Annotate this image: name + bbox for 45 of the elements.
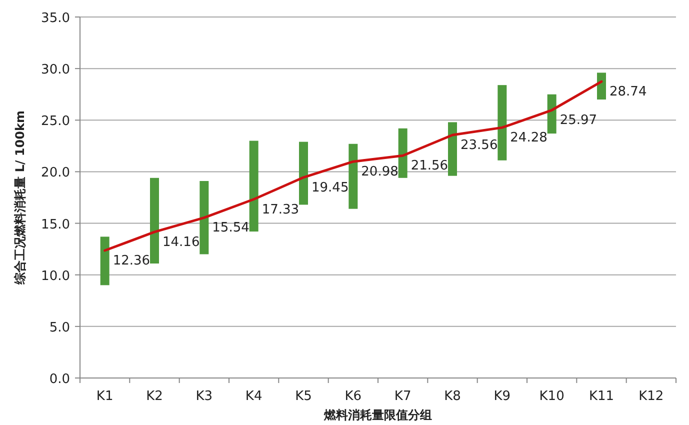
- data-label: 19.45: [312, 180, 349, 196]
- data-label: 21.56: [410, 158, 448, 174]
- x-tick-label: K10: [539, 389, 564, 404]
- y-tick-label: 0.0: [49, 372, 70, 387]
- y-tick-label: 15.0: [41, 217, 70, 232]
- bar: [498, 85, 507, 160]
- bar: [597, 72, 606, 100]
- x-tick-label: K8: [444, 389, 461, 404]
- y-tick-label: 20.0: [41, 166, 70, 181]
- y-tick-label: 35.0: [41, 11, 70, 26]
- bar: [249, 140, 258, 232]
- bar: [398, 128, 408, 178]
- x-tick-label: K7: [394, 389, 412, 404]
- data-label: 15.54: [212, 220, 250, 236]
- data-label: 25.97: [560, 113, 598, 128]
- data-label: 24.28: [510, 130, 548, 146]
- x-tick-label: K11: [588, 389, 614, 404]
- x-tick-label: K9: [494, 389, 511, 404]
- y-axis-title: 综合工况燃料消耗量 L/ 100km: [13, 110, 27, 286]
- bar: [348, 144, 358, 209]
- x-tick-label: K1: [96, 389, 114, 404]
- data-label: 23.56: [460, 138, 498, 153]
- bar: [150, 178, 159, 264]
- x-tick-label: K2: [146, 389, 163, 404]
- data-label: 28.74: [610, 84, 647, 100]
- bar: [200, 180, 209, 254]
- bar: [547, 94, 556, 134]
- y-tick-label: 10.0: [41, 268, 70, 284]
- x-tick-label: K5: [295, 389, 312, 404]
- x-tick-label: K4: [245, 389, 262, 404]
- y-tick-label: 5.0: [49, 320, 70, 336]
- x-tick-label: K12: [638, 389, 664, 404]
- x-tick-label: K3: [196, 389, 213, 404]
- data-label: 12.36: [112, 254, 150, 269]
- x-axis-title: 燃料消耗量限值分组: [323, 408, 432, 422]
- x-tick-label: K6: [344, 389, 362, 404]
- bar: [448, 122, 457, 176]
- data-label: 14.16: [162, 234, 200, 250]
- line-series: [104, 80, 603, 252]
- bar: [299, 142, 308, 205]
- data-label: 20.98: [361, 164, 398, 180]
- bar: [100, 236, 110, 286]
- data-label: 17.33: [262, 202, 300, 218]
- y-tick-label: 25.0: [41, 114, 70, 130]
- y-tick-label: 30.0: [41, 62, 70, 78]
